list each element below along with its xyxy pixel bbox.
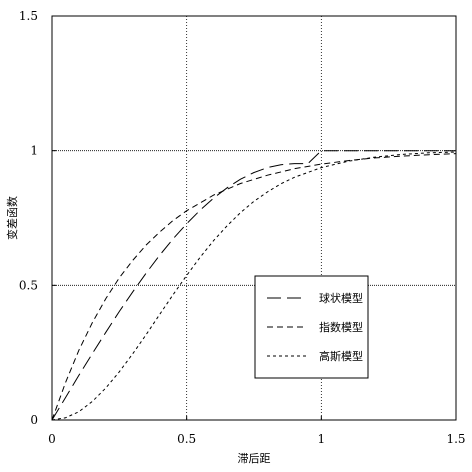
series-line-1: [51, 153, 457, 421]
legend-box: [254, 275, 369, 379]
plot-frame: [51, 15, 457, 421]
x-tick-label-3: 1.5: [446, 432, 465, 446]
series-lines: [51, 150, 457, 421]
y-axis-title: 变差函数: [5, 196, 19, 240]
x-tick-label-2: 1: [318, 432, 326, 446]
series-line-2: [51, 151, 457, 421]
legend-label-2: 高斯模型: [319, 349, 363, 363]
y-tick-label-0: 0: [30, 413, 38, 427]
y-tick-label-3: 1.5: [19, 9, 38, 23]
axis-ticks: 0 0.5 1 1.5 0 0.5 1 1.5: [19, 9, 466, 446]
x-tick-label-1: 0.5: [177, 432, 196, 446]
grid-lines: [52, 16, 456, 420]
series-line-0: [51, 150, 456, 421]
x-axis-title: 滞后距: [238, 452, 271, 465]
y-tick-label-1: 0.5: [19, 278, 38, 292]
legend-label-0: 球状模型: [319, 291, 363, 305]
x-tick-label-0: 0: [48, 432, 56, 446]
y-tick-label-2: 1: [30, 144, 38, 158]
legend-label-1: 指数模型: [319, 320, 363, 334]
